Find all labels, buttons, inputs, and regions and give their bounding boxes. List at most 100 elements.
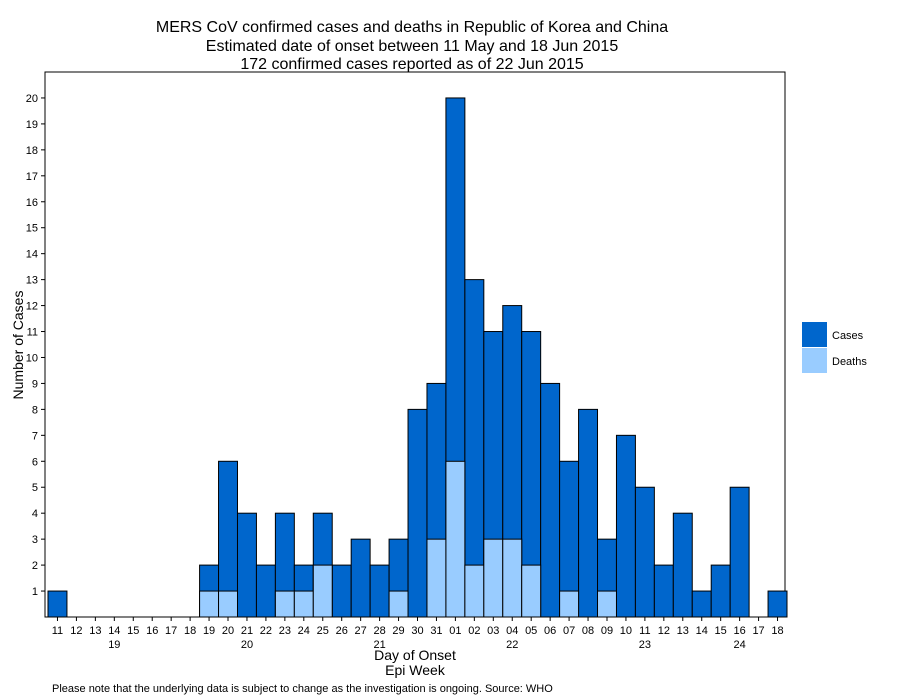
x-tick-label: 15 (127, 625, 139, 637)
bar (199, 590, 220, 618)
x-tick-label: 23 (279, 625, 291, 637)
bar (691, 590, 712, 618)
x2-axis-title: Epi Week (385, 662, 446, 678)
bar (729, 486, 750, 618)
legend-label: Deaths (832, 356, 867, 368)
y-tick-label: 17 (26, 171, 38, 183)
bar (350, 538, 371, 618)
x-tick-label: 16 (146, 625, 158, 637)
x-tick-label: 07 (563, 625, 575, 637)
bar (255, 564, 276, 618)
bar (445, 460, 466, 618)
x-tick-label: 30 (411, 625, 423, 637)
y-tick-label: 3 (32, 534, 38, 546)
bar (597, 590, 617, 618)
x-tick-label: 17 (752, 625, 764, 637)
x-tick-label: 04 (506, 625, 518, 637)
y-tick-label: 11 (27, 327, 38, 339)
x-tick-label: 06 (544, 625, 556, 637)
bar (464, 564, 485, 618)
x-tick-label: 01 (449, 625, 461, 637)
epi-week-label: 20 (241, 639, 253, 651)
y-tick-label: 13 (26, 275, 38, 287)
x-tick-label: 13 (89, 625, 101, 637)
y-tick-label: 19 (26, 119, 38, 131)
bar (502, 538, 523, 618)
bar (369, 564, 390, 618)
epi-week-label: 22 (506, 639, 518, 651)
epi-week-label: 19 (108, 639, 120, 651)
legend-swatch (802, 322, 827, 347)
x-tick-label: 02 (468, 625, 480, 637)
y-tick-label: 16 (26, 197, 38, 209)
bar (426, 538, 447, 618)
epi-week-label: 24 (734, 639, 746, 651)
x-tick-label: 21 (241, 625, 253, 637)
y-tick-label: 5 (32, 482, 38, 494)
x-tick-label: 17 (165, 625, 177, 637)
y-tick-label: 6 (32, 456, 38, 468)
x-tick-label: 11 (52, 625, 63, 637)
chart-title: MERS CoV confirmed cases and deaths in R… (156, 19, 668, 36)
x-tick-label: 22 (260, 625, 272, 637)
x-tick-label: 26 (336, 625, 348, 637)
x-tick-label: 18 (184, 625, 196, 637)
legend-swatch (802, 348, 827, 373)
x-tick-label: 31 (430, 625, 442, 637)
x-tick-label: 29 (392, 625, 404, 637)
x-tick-label: 14 (696, 625, 708, 637)
y-tick-label: 7 (32, 430, 38, 442)
x-tick-label: 10 (620, 625, 632, 637)
x-tick-label: 11 (639, 625, 650, 637)
bar (236, 512, 257, 618)
bar (407, 408, 428, 618)
y-axis-title: Number of Cases (10, 291, 26, 400)
bar (293, 590, 314, 618)
bar (274, 590, 295, 618)
bar (710, 564, 731, 618)
epi-week-label: 23 (639, 639, 651, 651)
x-tick-label: 08 (582, 625, 594, 637)
x-tick-label: 25 (317, 625, 329, 637)
footnote: Please note that the underlying data is … (52, 683, 553, 695)
x-axis-title: Day of Onset (374, 647, 456, 663)
x-tick-label: 03 (487, 625, 499, 637)
x-tick-label: 15 (715, 625, 727, 637)
y-tick-label: 10 (26, 352, 38, 364)
bar (218, 590, 238, 618)
bar (559, 590, 580, 618)
bar (767, 590, 788, 618)
x-tick-label: 16 (734, 625, 746, 637)
y-tick-label: 2 (32, 560, 38, 572)
y-tick-label: 15 (26, 223, 38, 235)
bar (47, 590, 68, 618)
bar (312, 564, 333, 618)
bar (331, 564, 352, 618)
y-tick-label: 14 (26, 249, 38, 261)
bar (483, 538, 504, 618)
bar (578, 408, 599, 618)
y-tick-label: 12 (26, 301, 38, 313)
x-tick-label: 28 (373, 625, 385, 637)
x-tick-label: 20 (222, 625, 234, 637)
x-tick-label: 05 (525, 625, 537, 637)
x-tick-label: 09 (601, 625, 613, 637)
chart-subtitle: 172 confirmed cases reported as of 22 Ju… (240, 56, 583, 73)
x-tick-label: 27 (355, 625, 367, 637)
x-tick-label: 13 (677, 625, 689, 637)
x-tick-label: 18 (771, 625, 783, 637)
x-tick-label: 12 (70, 625, 82, 637)
legend-label: Cases (832, 330, 864, 342)
bar (672, 512, 693, 618)
x-tick-label: 19 (203, 625, 215, 637)
bar (615, 434, 636, 618)
y-tick-label: 18 (26, 145, 38, 157)
x-tick-label: 12 (658, 625, 670, 637)
bar (388, 590, 409, 618)
x-tick-label: 24 (298, 625, 310, 637)
chart-subtitle: Estimated date of onset between 11 May a… (206, 38, 619, 55)
bar (653, 564, 674, 618)
y-tick-label: 8 (32, 404, 38, 416)
bar (521, 564, 542, 618)
x-tick-label: 14 (108, 625, 120, 637)
